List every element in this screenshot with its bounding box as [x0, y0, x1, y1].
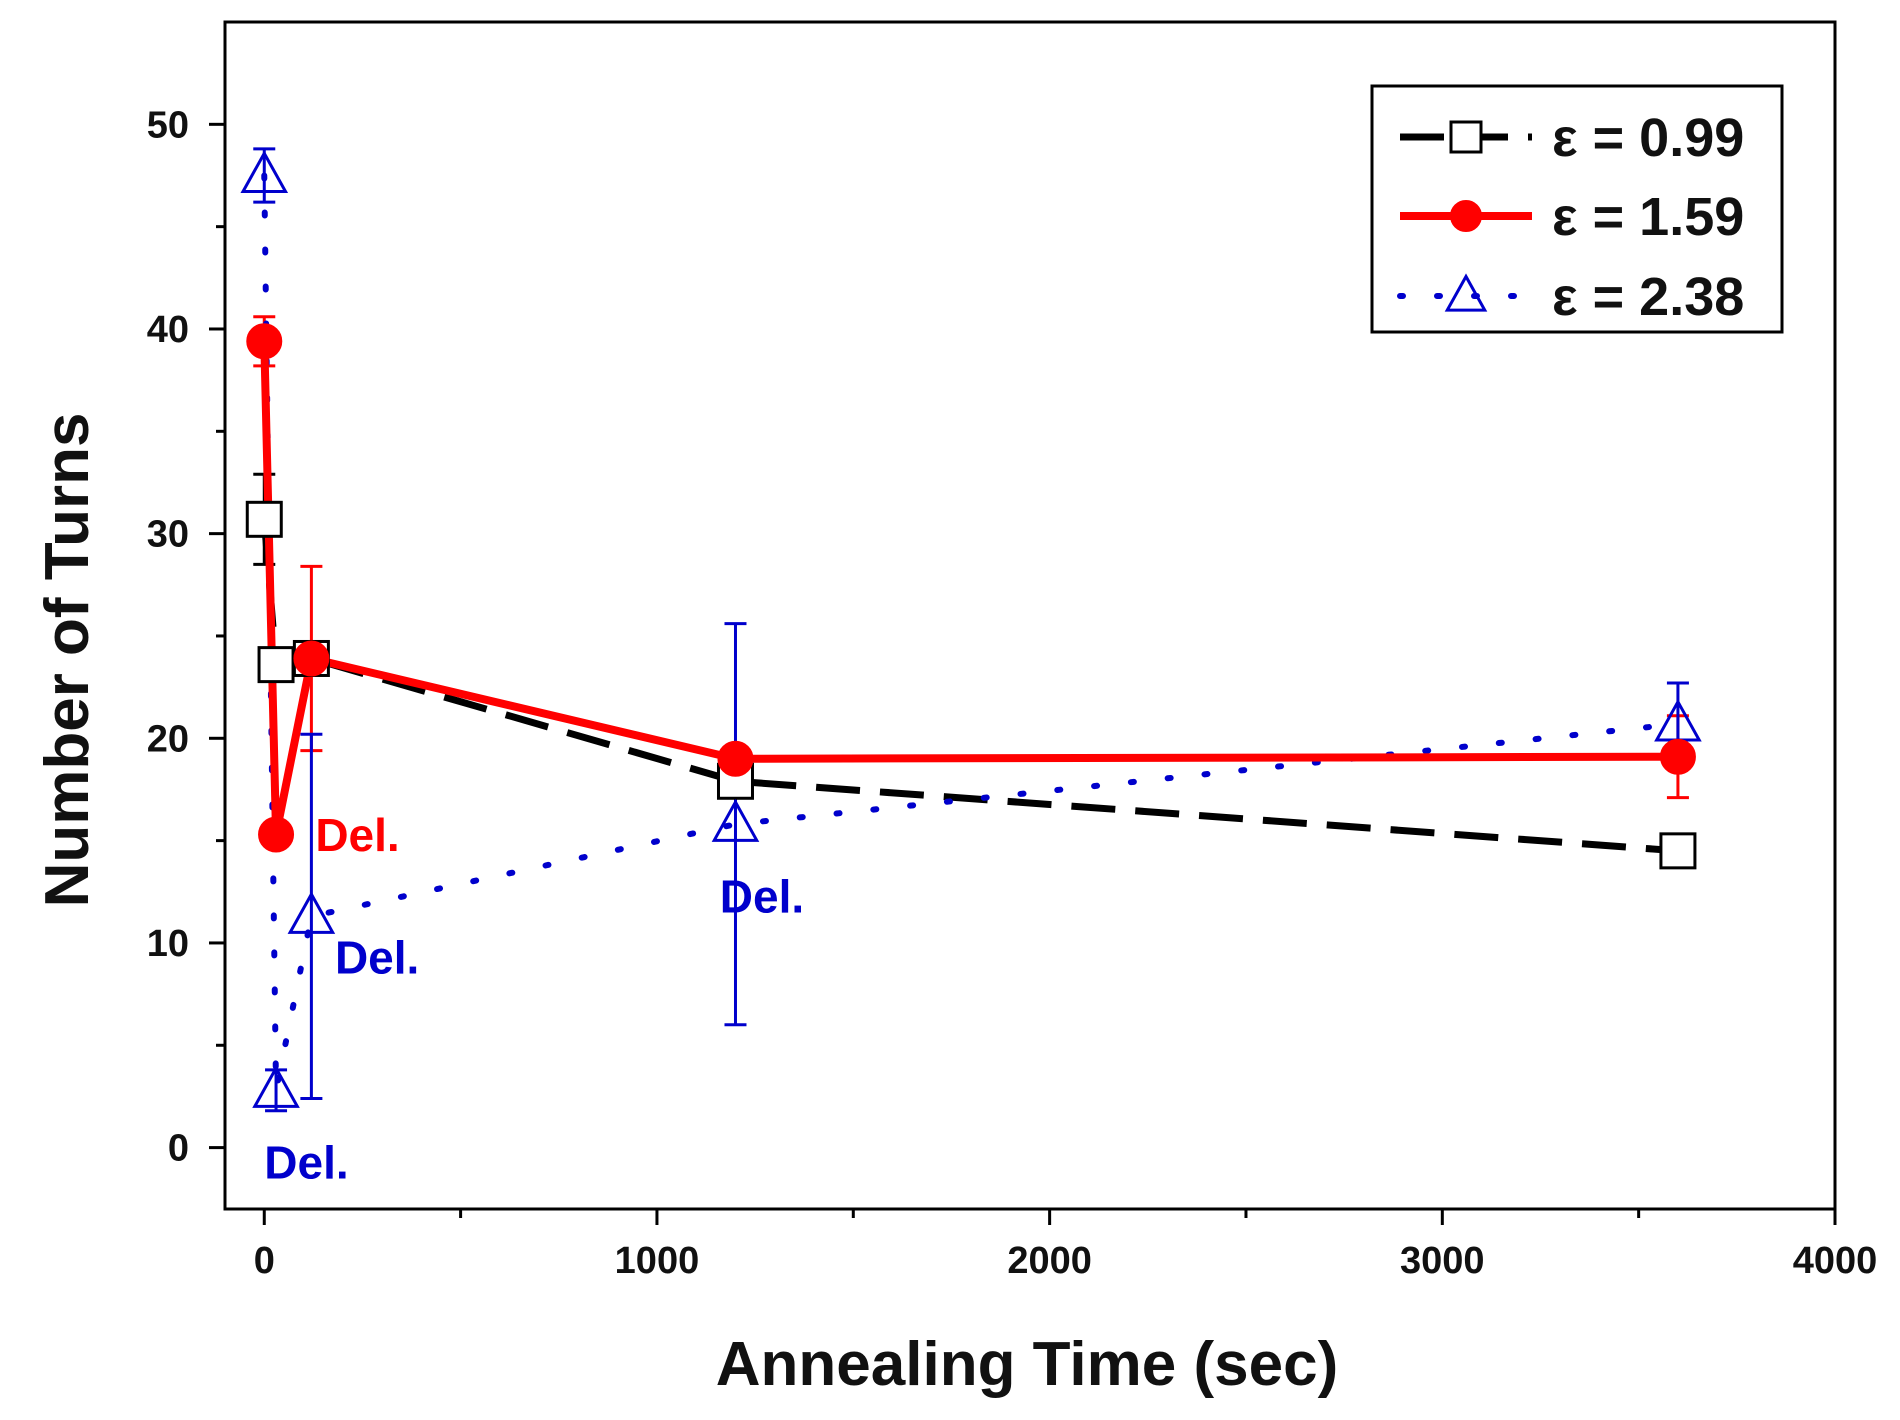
data-point — [293, 640, 330, 677]
data-point — [711, 799, 760, 842]
axes-ticks: 0 1000 2000 3000 4000 0 10 20 30 40 50 — [147, 104, 1878, 1282]
x-tick-label: 2000 — [1007, 1240, 1092, 1282]
legend-box — [1370, 84, 1784, 334]
legend-entry: ε = 2.38 — [1397, 267, 1744, 327]
annotation-del: Del. — [335, 932, 419, 984]
y-tick-label: 50 — [147, 104, 189, 146]
y-axis-title: Number of Turns — [33, 413, 102, 908]
error-bar — [724, 622, 747, 1027]
data-point — [240, 150, 289, 194]
data-point — [252, 1065, 300, 1108]
legend-entry: ε = 1.59 — [1400, 187, 1744, 247]
x-tick-label: 1000 — [615, 1240, 700, 1282]
legend: ε = 0.99 ε = 1.59 ε = 2.38 — [1370, 84, 1784, 334]
y-tick-label: 0 — [168, 1128, 189, 1170]
data-point — [717, 740, 754, 777]
data-point — [258, 816, 295, 853]
x-tick-label: 0 — [254, 1240, 275, 1282]
legend-label: ε = 1.59 — [1552, 187, 1744, 247]
y-tick-label: 30 — [147, 514, 189, 556]
legend-label: ε = 0.99 — [1552, 108, 1744, 168]
annotation-del: Del. — [315, 809, 399, 861]
legend-marker — [1450, 200, 1482, 232]
annotation-del: Del. — [720, 870, 804, 922]
error-bar — [300, 732, 323, 1100]
y-tick-label: 20 — [147, 718, 189, 760]
data-point — [245, 500, 283, 538]
data-point — [257, 646, 295, 684]
x-tick-label: 4000 — [1793, 1240, 1878, 1282]
legend-marker — [1444, 273, 1488, 312]
annotations: Del. Del. Del. Del. — [264, 809, 804, 1188]
legend-label: ε = 2.38 — [1552, 267, 1744, 327]
data-point — [287, 891, 336, 934]
legend-marker — [1449, 120, 1483, 154]
legend-entry: ε = 0.99 — [1400, 108, 1744, 168]
y-tick-label: 10 — [147, 923, 189, 965]
data-point — [246, 323, 283, 360]
data-point — [1659, 738, 1696, 775]
x-tick-label: 3000 — [1400, 1240, 1485, 1282]
annotation-del: Del. — [264, 1136, 348, 1188]
y-tick-label: 40 — [147, 309, 189, 351]
plot-frame — [223, 20, 1837, 1211]
x-axis-title: Annealing Time (sec) — [716, 1330, 1338, 1399]
data-point — [1659, 832, 1697, 870]
series-markers — [240, 150, 1702, 1108]
